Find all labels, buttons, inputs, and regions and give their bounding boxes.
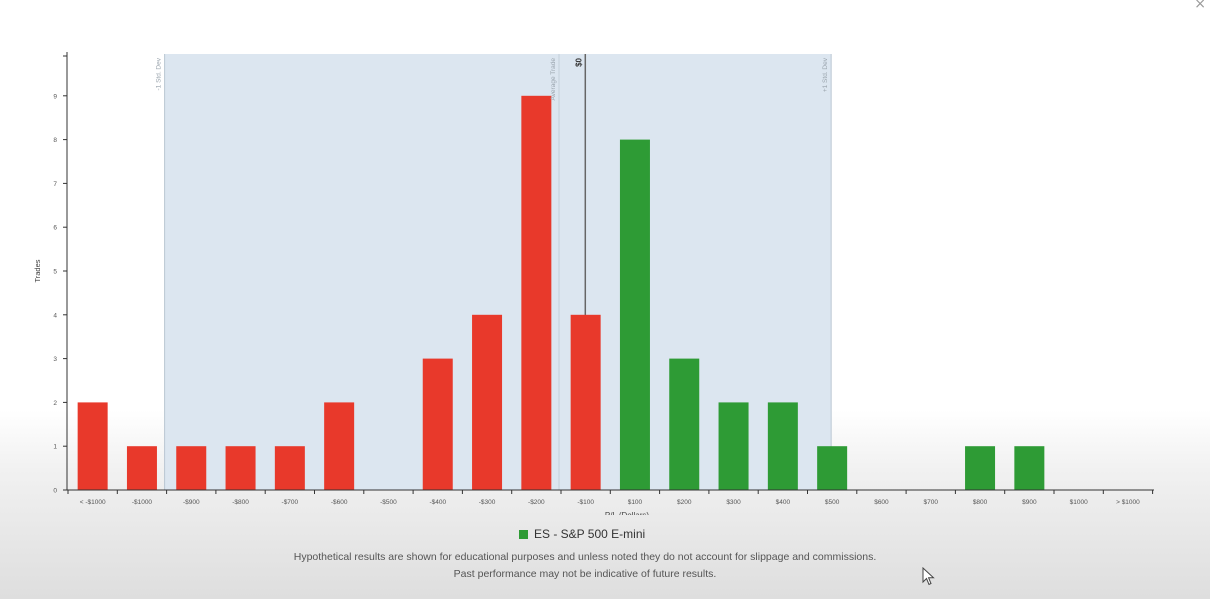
- bar-15: [817, 446, 848, 490]
- x-tick-label-11: $100: [628, 499, 643, 506]
- legend-swatch: [519, 529, 528, 539]
- x-tick-label-7: -$400: [429, 499, 446, 506]
- bar-13: [718, 402, 749, 490]
- x-axis-title: P/L (Dollars): [605, 511, 649, 515]
- x-tick-label-5: -$600: [331, 499, 348, 506]
- x-tick-label-15: $500: [825, 499, 840, 506]
- disclaimer-line-1: Hypothetical results are shown for educa…: [293, 551, 877, 563]
- bar-5: [324, 402, 355, 490]
- x-tick-label-6: -$500: [380, 499, 397, 506]
- x-tick-label-10: -$100: [577, 499, 594, 506]
- plus-std-label: +1 Std. Dev: [822, 57, 829, 92]
- y-tick-label-2: 2: [53, 400, 57, 407]
- bar-4: [274, 446, 305, 490]
- bar-19: [1014, 446, 1045, 490]
- x-tick-label-13: $300: [726, 499, 741, 506]
- y-tick-label-8: 8: [53, 137, 57, 144]
- bar-2: [176, 446, 207, 490]
- x-tick-label-19: $900: [1022, 499, 1037, 506]
- x-tick-label-1: -$1000: [132, 499, 153, 506]
- bar-1: [126, 446, 157, 490]
- x-tick-label-3: -$800: [232, 499, 249, 506]
- x-tick-label-4: -$700: [282, 499, 299, 506]
- x-tick-label-20: $1000: [1070, 499, 1088, 506]
- x-tick-label-8: -$300: [479, 499, 496, 506]
- y-tick-label-3: 3: [53, 356, 57, 363]
- average-trade-label: Average Trade: [550, 58, 557, 101]
- bar-0: [77, 402, 108, 490]
- y-tick-label-0: 0: [53, 488, 57, 495]
- y-tick-label-6: 6: [53, 225, 57, 232]
- bar-18: [965, 446, 996, 490]
- x-tick-label-9: -$200: [528, 499, 545, 506]
- x-tick-label-18: $800: [973, 499, 988, 506]
- y-tick-label-1: 1: [53, 444, 57, 451]
- bar-11: [619, 139, 650, 490]
- y-axis-title: Trades: [33, 259, 42, 282]
- bar-14: [767, 402, 798, 490]
- y-tick-label-4: 4: [53, 312, 57, 319]
- x-tick-label-12: $200: [677, 499, 692, 506]
- x-tick-label-2: -$900: [183, 499, 200, 506]
- bar-3: [225, 446, 256, 490]
- x-tick-label-0: < -$1000: [80, 499, 106, 506]
- bar-12: [669, 358, 700, 490]
- y-tick-label-7: 7: [53, 181, 57, 188]
- x-tick-label-16: $600: [874, 499, 889, 506]
- y-tick-label-9: 9: [53, 93, 57, 100]
- x-tick-label-14: $400: [776, 499, 791, 506]
- minus-std-label: -1 Std. Dev: [156, 57, 163, 90]
- y-tick-label-5: 5: [53, 269, 57, 276]
- x-tick-label-21: > $1000: [1116, 499, 1140, 506]
- bar-7: [422, 358, 453, 490]
- x-tick-label-17: $700: [924, 499, 939, 506]
- pl-histogram-chart: 0 1 2 3 4 5 6 7 8 9 < -$1000 -$1000 -$900 -$800 -$700 -…: [33, 52, 1154, 515]
- legend-label: ES - S&P 500 E-mini: [534, 527, 646, 541]
- disclaimer-line-2: Past performance may not be indicative o…: [453, 568, 717, 580]
- bar-10: [570, 314, 601, 490]
- bar-8: [472, 314, 503, 490]
- zero-label: $0: [574, 57, 583, 66]
- mouse-cursor-icon: [922, 567, 935, 586]
- close-icon[interactable]: ×: [1194, 0, 1206, 12]
- bar-9: [521, 95, 552, 491]
- chart-legend[interactable]: ES - S&P 500 E-mini: [519, 527, 645, 541]
